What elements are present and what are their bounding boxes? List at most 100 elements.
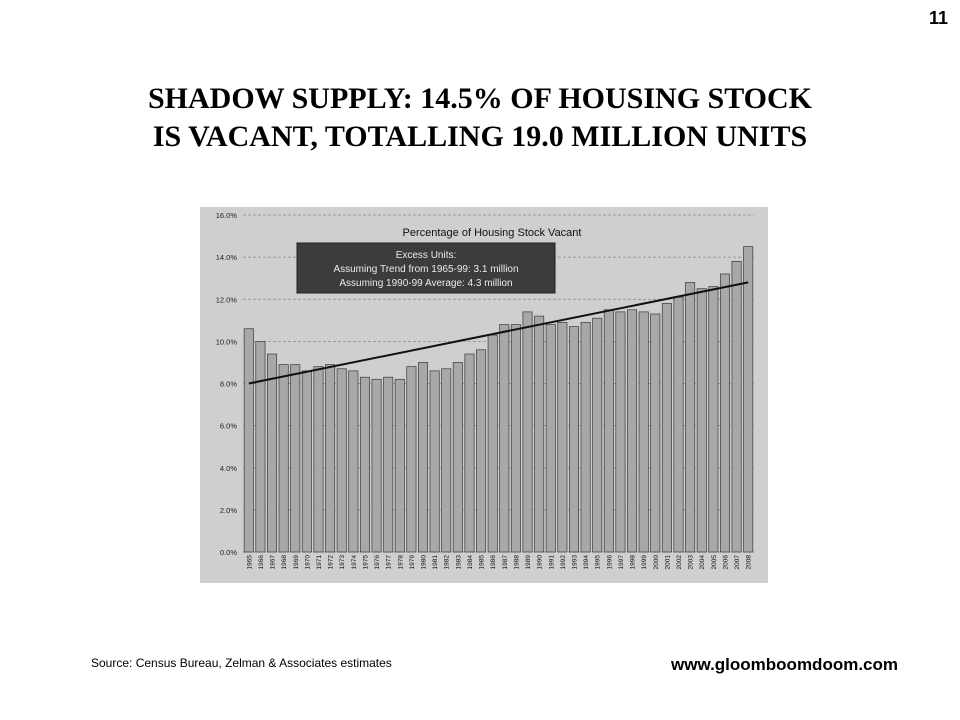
annotation-background xyxy=(296,242,556,294)
x-tick-label: 1973 xyxy=(339,555,346,570)
source-note: Source: Census Bureau, Zelman & Associat… xyxy=(91,656,392,670)
bar-1977 xyxy=(383,376,394,553)
chart-title: Percentage of Housing Stock Vacant xyxy=(403,227,582,239)
x-tick-label: 2005 xyxy=(711,555,718,570)
x-tick-label: 1970 xyxy=(304,555,311,570)
bar-1994 xyxy=(580,322,591,553)
slide-title-line-1: SHADOW SUPPLY: 14.5% OF HOUSING STOCK xyxy=(147,82,813,115)
y-tick-label: 2.0% xyxy=(220,506,237,515)
x-tick-label: 1979 xyxy=(409,555,416,570)
bars xyxy=(243,246,754,553)
x-tick-label: 1967 xyxy=(270,555,277,570)
x-tick-label: 1975 xyxy=(362,555,369,570)
x-tick-label: 2003 xyxy=(688,555,695,570)
bar-1965 xyxy=(243,328,254,553)
bar-1966 xyxy=(255,341,266,553)
bar-1970 xyxy=(301,370,312,553)
x-tick-label: 2008 xyxy=(746,555,753,570)
bar-2008 xyxy=(743,246,754,553)
y-tick-label: 12.0% xyxy=(216,295,238,304)
bar-1983 xyxy=(452,362,463,553)
x-tick-label: 1980 xyxy=(421,555,428,570)
bar-2001 xyxy=(661,303,672,553)
bar-1992 xyxy=(557,322,568,553)
bar-1998 xyxy=(627,309,638,553)
x-tick-label: 1966 xyxy=(258,555,265,570)
annotation-heading: Excess Units: xyxy=(396,250,457,261)
bar-2002 xyxy=(673,296,684,553)
bar-2007 xyxy=(731,260,742,553)
slide-title-line-2: IS VACANT, TOTALLING 19.0 MILLION UNITS xyxy=(152,120,808,153)
bar-1991 xyxy=(545,324,556,553)
x-axis-ticks: 1965 1966 1967 1968 1969 1970 1971 1972 1973 1974… xyxy=(246,555,752,570)
bar-1974 xyxy=(348,370,359,553)
bar-1982 xyxy=(441,368,452,553)
bar-1968 xyxy=(278,364,289,553)
bar-1976 xyxy=(371,378,382,553)
bar-1978 xyxy=(394,378,405,553)
x-tick-label: 1991 xyxy=(548,555,555,570)
x-tick-label: 1986 xyxy=(490,555,497,570)
bar-1993 xyxy=(568,326,579,553)
page-number: 11 xyxy=(928,8,948,28)
x-tick-label: 1981 xyxy=(432,555,439,570)
bar-2006 xyxy=(719,273,730,553)
x-tick-label: 1998 xyxy=(630,555,637,570)
bar-2000 xyxy=(650,313,661,553)
bar-1988 xyxy=(510,324,521,553)
x-tick-label: 1992 xyxy=(560,555,567,570)
bar-1981 xyxy=(429,370,440,553)
annotation-line-2: Assuming 1990-99 Average: 4.3 million xyxy=(339,278,512,289)
annotation-box: Excess Units: Assuming Trend from 1965-9… xyxy=(296,242,556,294)
x-tick-label: 1977 xyxy=(386,555,393,570)
x-tick-label: 1994 xyxy=(583,555,590,570)
bar-1985 xyxy=(476,349,487,553)
bar-1995 xyxy=(592,317,603,553)
x-tick-label: 2001 xyxy=(664,555,671,570)
x-tick-label: 1996 xyxy=(606,555,613,570)
x-tick-label: 1987 xyxy=(502,555,509,570)
x-tick-label: 1971 xyxy=(316,555,323,570)
y-tick-label: 4.0% xyxy=(220,464,237,473)
y-tick-label: 6.0% xyxy=(220,422,237,431)
bar-1980 xyxy=(418,362,429,553)
x-tick-label: 1997 xyxy=(618,555,625,570)
bar-1979 xyxy=(406,366,417,553)
y-tick-label: 8.0% xyxy=(220,380,237,389)
x-tick-label: 2006 xyxy=(722,555,729,570)
website-link[interactable]: www.gloomboomdoom.com xyxy=(671,655,898,674)
bar-1997 xyxy=(615,311,626,553)
x-tick-label: 1993 xyxy=(571,555,578,570)
bar-1990 xyxy=(534,315,545,553)
x-tick-label: 1965 xyxy=(246,555,253,570)
y-tick-label: 0.0% xyxy=(220,548,237,557)
x-tick-label: 1995 xyxy=(595,555,602,570)
x-tick-label: 1989 xyxy=(525,555,532,570)
y-tick-label: 16.0% xyxy=(216,211,238,220)
bar-1986 xyxy=(487,334,498,553)
x-tick-label: 1968 xyxy=(281,555,288,570)
vacancy-chart: 0.0% 2.0% 4.0% 6.0% 8.0% 10.0% 12.0% 14.0% 16.0%… xyxy=(216,211,754,570)
bar-1967 xyxy=(267,353,278,553)
bar-1973 xyxy=(336,368,347,553)
x-tick-label: 1969 xyxy=(293,555,300,570)
trend-line xyxy=(248,281,749,385)
y-axis-ticks: 0.0% 2.0% 4.0% 6.0% 8.0% 10.0% 12.0% 14.0% 16.0% xyxy=(216,211,238,557)
x-tick-label: 1990 xyxy=(537,555,544,570)
bar-2004 xyxy=(696,288,707,553)
x-tick-label: 1985 xyxy=(479,555,486,570)
x-tick-label: 1976 xyxy=(374,555,381,570)
slide-title: SHADOW SUPPLY: 14.5% OF HOUSING STOCK IS… xyxy=(0,80,960,156)
x-tick-label: 1999 xyxy=(641,555,648,570)
bar-1975 xyxy=(359,376,370,553)
y-tick-label: 14.0% xyxy=(216,253,238,262)
x-tick-label: 2004 xyxy=(699,555,706,570)
x-tick-label: 2007 xyxy=(734,555,741,570)
bar-1969 xyxy=(290,364,301,553)
bar-1984 xyxy=(464,353,475,553)
bar-1999 xyxy=(638,311,649,553)
bar-1996 xyxy=(603,309,614,553)
y-tick-label: 10.0% xyxy=(216,337,238,346)
bar-2003 xyxy=(685,282,696,553)
bar-1989 xyxy=(522,311,533,553)
